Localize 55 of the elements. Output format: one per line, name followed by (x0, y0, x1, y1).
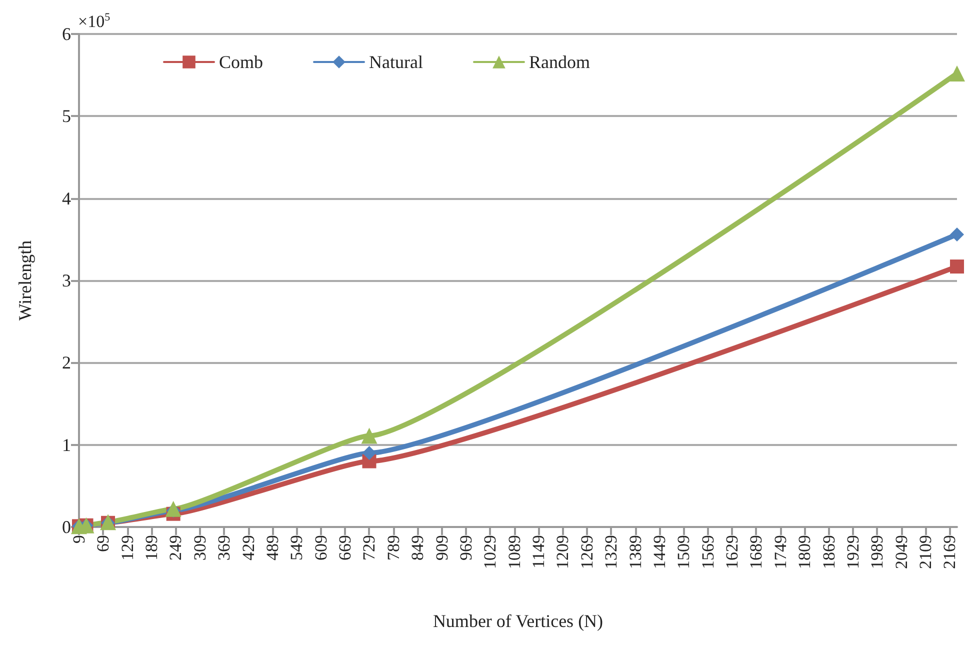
x-tick-label: 129 (118, 535, 137, 560)
x-tick-label: 369 (214, 535, 234, 560)
x-tick-label: 2169 (940, 535, 960, 569)
x-tick-label: 1389 (626, 535, 645, 569)
x-tick-label: 1329 (602, 535, 621, 569)
x-tick-label: 1509 (674, 535, 694, 569)
x-tick-label: 1689 (746, 535, 766, 569)
legend-label: Natural (369, 52, 423, 72)
x-tick-label: 2109 (916, 535, 936, 569)
point (362, 446, 376, 460)
point (165, 500, 182, 517)
x-tick-label: 669 (336, 535, 355, 560)
point (949, 65, 965, 82)
x-tick-label: 9 (70, 535, 88, 544)
x-tick-label: 189 (142, 535, 162, 560)
x-tick-label: 1269 (577, 535, 596, 569)
y-tick-label: 0 (62, 517, 71, 537)
x-tick-label: 789 (384, 535, 403, 560)
legend-label: Random (528, 52, 590, 72)
x-tick-label: 969 (456, 535, 476, 560)
x-tick-label: 549 (287, 535, 306, 560)
x-tick-label: 2049 (892, 535, 911, 569)
x-tick-label: 1449 (650, 535, 669, 569)
x-tick-label: 429 (238, 535, 258, 560)
x-tick-label: 1869 (819, 535, 838, 569)
x-tick-label: 909 (432, 535, 452, 560)
point (950, 260, 964, 274)
x-tick-label: 1809 (795, 535, 814, 569)
x-tick-label: 1569 (698, 535, 718, 569)
x-tick-label: 1209 (553, 535, 572, 569)
x-axis-title: Number of Vertices (N) (432, 611, 604, 631)
y-tick-label: 5 (62, 106, 71, 126)
legend-label: Comb (219, 52, 264, 72)
x-tick-label: 1089 (504, 535, 524, 569)
x-tick-label: 1149 (529, 535, 548, 568)
x-tick-label: 1929 (843, 535, 862, 569)
y-tick-label: 3 (62, 270, 71, 290)
x-tick-label: 69 (94, 535, 113, 552)
point (361, 428, 378, 444)
x-tick-label: 309 (190, 535, 210, 560)
x-tick-label: 489 (263, 535, 282, 560)
x-tick-label: 1989 (868, 535, 887, 569)
y-tick-label: 2 (62, 352, 71, 373)
x-tick-label: 1029 (480, 535, 500, 569)
x-tick-label: 249 (166, 535, 186, 560)
y-axis-title: Wirelength (15, 240, 35, 321)
y-tick-label: 1 (62, 434, 71, 455)
x-tick-label: 609 (311, 535, 330, 560)
x-tick-label: 1749 (770, 535, 790, 569)
x-tick-label: 1629 (722, 535, 742, 569)
y-tick-label: 4 (62, 188, 71, 208)
y-tick-label: 6 (62, 24, 71, 44)
x-tick-label: 849 (408, 535, 428, 560)
x-tick-label: 729 (360, 535, 379, 560)
point (950, 227, 964, 242)
